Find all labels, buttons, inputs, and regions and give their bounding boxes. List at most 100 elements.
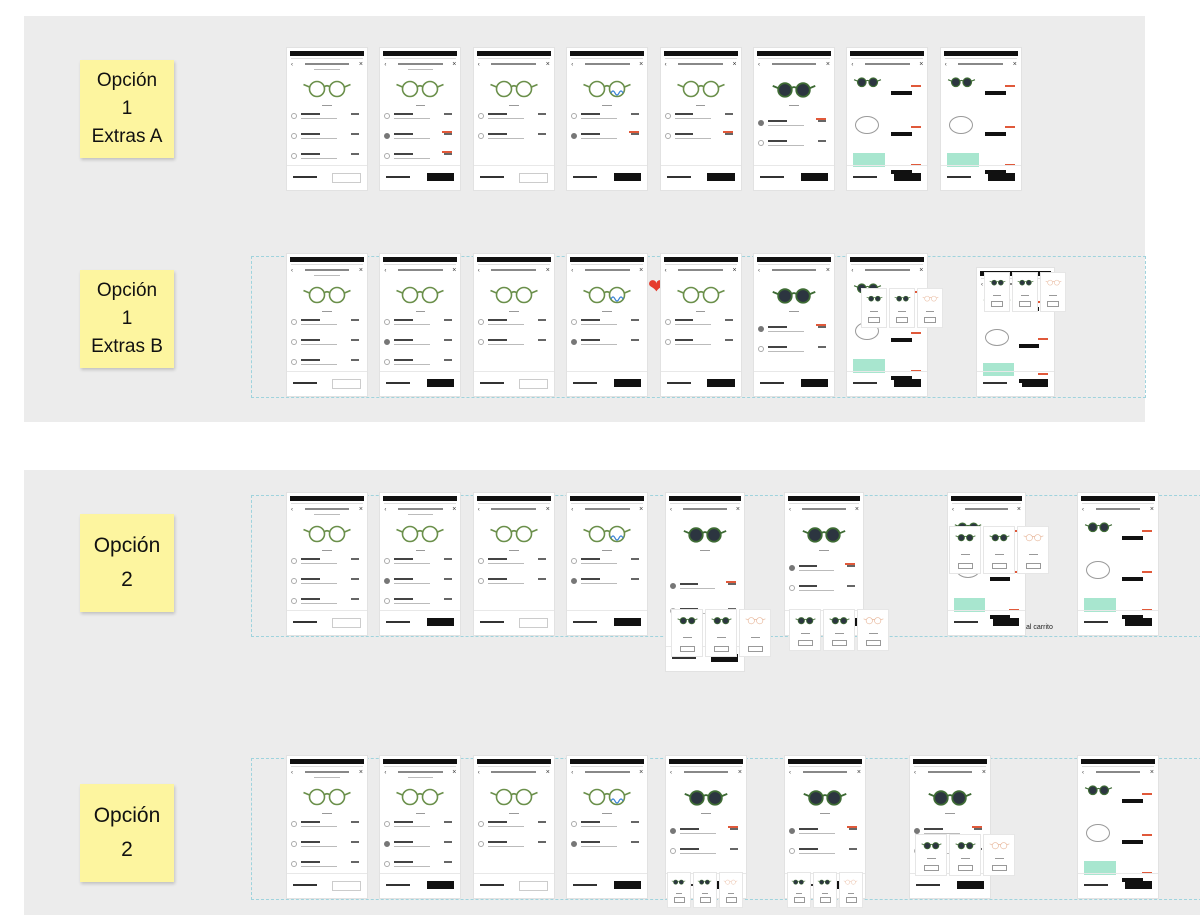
radio-icon xyxy=(670,848,676,854)
option-description-placeholder xyxy=(799,853,835,854)
radio-icon xyxy=(670,828,676,834)
checkout-footer xyxy=(380,371,461,396)
checkout-footer xyxy=(473,371,554,396)
option-title-placeholder xyxy=(301,558,320,560)
chevron-left-icon: ‹ xyxy=(384,62,387,68)
list-item xyxy=(291,318,363,340)
list-item xyxy=(291,112,363,134)
radio-icon xyxy=(758,326,764,332)
option-description-placeholder xyxy=(394,158,431,159)
chevron-left-icon: ‹ xyxy=(981,282,983,288)
option-description-placeholder xyxy=(674,118,711,119)
card-button-placeholder xyxy=(924,317,936,323)
sticky-note-option-1-extras-a: Opción 1 Extras A xyxy=(80,60,174,158)
radio-icon xyxy=(384,861,391,867)
promo-banner xyxy=(663,51,738,56)
product-suggestion-card xyxy=(840,873,862,907)
close-icon: × xyxy=(732,267,737,274)
addon-price-placeholder xyxy=(911,126,922,128)
list-item xyxy=(477,132,550,154)
subtotal-label-placeholder xyxy=(573,884,598,886)
subtotal-label-placeholder xyxy=(983,382,1007,384)
step-caption-placeholder xyxy=(314,69,340,70)
chevron-left-icon: ‹ xyxy=(1082,770,1084,776)
list-item xyxy=(664,318,737,340)
option-title-placeholder xyxy=(581,841,600,843)
model-name-placeholder xyxy=(508,813,519,814)
product-suggestion-card xyxy=(984,835,1014,875)
close-icon: × xyxy=(452,61,457,68)
chevron-left-icon: ‹ xyxy=(670,507,672,513)
mobile-screen-frame: ‹× xyxy=(847,48,928,190)
add-button-placeholder xyxy=(1122,878,1143,882)
option-title-placeholder xyxy=(487,578,507,580)
card-title-placeholder xyxy=(800,633,810,635)
old-price-strike xyxy=(728,826,738,828)
close-icon: × xyxy=(452,506,457,513)
nav-divider xyxy=(664,264,737,265)
eyeglasses-icon xyxy=(947,77,975,88)
option-description-placeholder xyxy=(487,118,524,119)
option-title-placeholder xyxy=(487,841,507,843)
close-icon: × xyxy=(639,61,644,68)
addon-price-placeholder xyxy=(1038,373,1048,375)
promo-banner xyxy=(669,496,741,501)
option-price-placeholder xyxy=(847,585,855,587)
chevron-left-icon: ‹ xyxy=(789,770,791,776)
eyeglasses-icon xyxy=(677,617,698,625)
checkout-footer xyxy=(1078,610,1158,635)
close-icon: × xyxy=(825,61,830,68)
nav-divider xyxy=(789,766,861,767)
add-button-placeholder xyxy=(891,338,913,342)
model-name-placeholder xyxy=(789,105,799,106)
promo-banner xyxy=(951,496,1022,501)
cleaning-kit-image xyxy=(946,153,979,167)
option-description-placeholder xyxy=(674,324,711,325)
list-item xyxy=(914,826,986,849)
mobile-screen-frame: ‹× xyxy=(1078,756,1158,898)
list-item xyxy=(571,338,643,360)
close-icon: × xyxy=(545,61,550,68)
card-title-placeholder xyxy=(926,311,934,313)
card-button-placeholder xyxy=(991,865,1007,871)
option-description-placeholder xyxy=(680,833,716,834)
option-price-placeholder xyxy=(631,319,640,321)
mobile-screen-frame: ‹× xyxy=(567,48,648,190)
option-title-placeholder xyxy=(487,558,507,560)
checkout-footer xyxy=(380,610,461,635)
eyeglasses-icon xyxy=(303,525,351,543)
chevron-left-icon: ‹ xyxy=(758,62,760,68)
continue-button xyxy=(987,173,1015,181)
card-title-placeholder xyxy=(727,892,735,894)
option-price-placeholder xyxy=(351,359,359,361)
chevron-left-icon: ‹ xyxy=(384,507,387,513)
addon-price-placeholder xyxy=(1142,530,1152,532)
subtotal-label-placeholder xyxy=(760,382,784,384)
close-icon: × xyxy=(452,769,457,776)
option-price-placeholder xyxy=(724,133,733,135)
close-icon: × xyxy=(919,61,924,68)
option-title-placeholder xyxy=(394,319,414,321)
card-button-placeholder xyxy=(991,563,1007,569)
eyeglasses-icon xyxy=(683,527,727,543)
radio-icon xyxy=(477,113,484,119)
continue-button xyxy=(800,173,828,181)
radio-icon xyxy=(477,319,484,325)
old-price-strike xyxy=(726,581,736,583)
option-title-placeholder xyxy=(487,339,507,341)
checkout-footer xyxy=(287,165,367,190)
list-item xyxy=(789,563,859,586)
continue-button xyxy=(1124,618,1152,626)
model-name-placeholder xyxy=(508,311,519,312)
continue-button xyxy=(331,173,361,183)
chevron-left-icon: ‹ xyxy=(789,507,791,513)
radio-icon xyxy=(291,821,297,827)
model-name-placeholder xyxy=(701,813,711,814)
promo-banner xyxy=(943,51,1018,56)
checkout-footer xyxy=(567,165,648,190)
option-price-placeholder xyxy=(631,558,640,560)
option-price-placeholder xyxy=(351,821,359,823)
option-title-placeholder xyxy=(301,841,320,843)
subtotal-label-placeholder xyxy=(853,176,878,178)
option-price-placeholder xyxy=(444,339,453,341)
